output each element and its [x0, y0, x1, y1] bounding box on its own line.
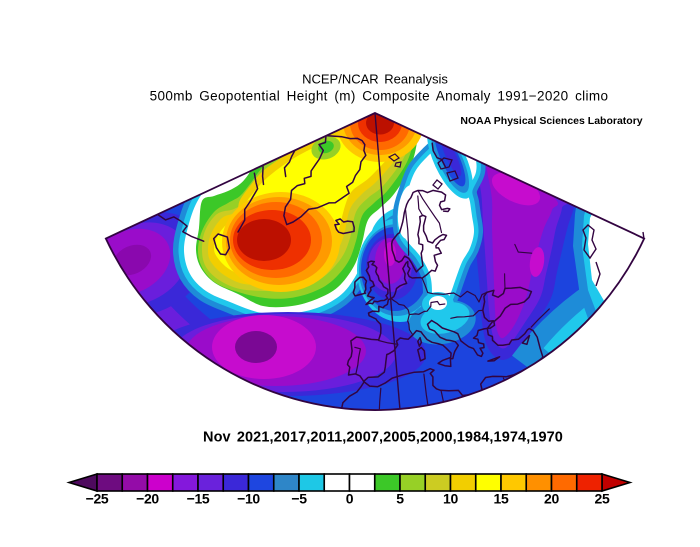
svg-text:0: 0: [346, 491, 354, 507]
svg-text:5: 5: [396, 491, 404, 507]
svg-text:25: 25: [595, 491, 610, 507]
svg-text:Nov 2021,2017,2011,2007,2005,2: Nov 2021,2017,2011,2007,2005,2000,1984,1…: [203, 430, 563, 446]
svg-text:−15: −15: [187, 491, 210, 507]
svg-text:500mb Geopotential Height (m): 500mb Geopotential Height (m) Composite …: [150, 89, 609, 104]
svg-text:NOAA Physical Sciences Laborat: NOAA Physical Sciences Laboratory: [460, 115, 642, 127]
svg-text:−20: −20: [136, 491, 159, 507]
svg-text:10: 10: [443, 491, 458, 507]
svg-text:−10: −10: [237, 491, 260, 507]
svg-text:15: 15: [494, 491, 509, 507]
svg-text:−25: −25: [86, 491, 109, 507]
svg-text:20: 20: [544, 491, 559, 507]
svg-text:NCEP/NCAR Reanalysis: NCEP/NCAR Reanalysis: [302, 72, 448, 87]
svg-text:−5: −5: [291, 491, 307, 507]
